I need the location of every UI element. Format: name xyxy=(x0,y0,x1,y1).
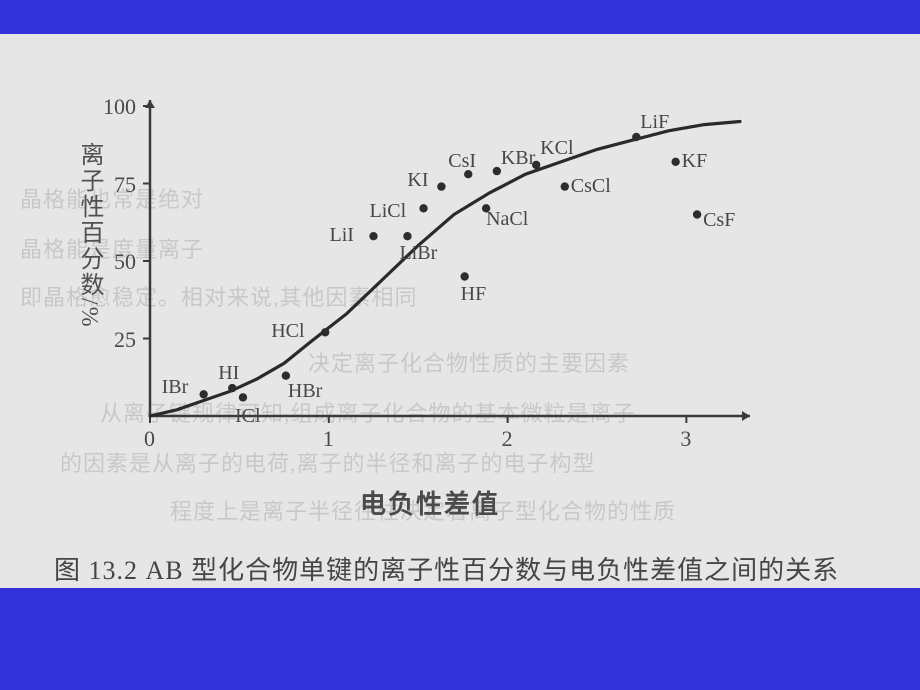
point-label: KBr xyxy=(501,147,535,170)
slide-root: 晶格能也常是绝对晶格能是度量离子即晶格愈稳定。相对来说,其他因素相同决定离子化合… xyxy=(0,0,920,690)
point-label: KF xyxy=(682,150,708,173)
x-tick-label: 3 xyxy=(680,426,691,452)
x-tick-label: 2 xyxy=(502,426,513,452)
point-label: LiBr xyxy=(399,242,437,265)
x-axis-title: 电负性差值 xyxy=(360,484,500,521)
x-tick-label: 1 xyxy=(323,426,334,452)
point-label: CsI xyxy=(448,150,476,173)
point-label: NaCl xyxy=(486,208,528,231)
point-label: KCl xyxy=(540,137,573,160)
point-label: IBr xyxy=(162,376,189,399)
point-label: LiCl xyxy=(370,200,407,223)
figure-panel: 晶格能也常是绝对晶格能是度量离子即晶格愈稳定。相对来说,其他因素相同决定离子化合… xyxy=(0,34,920,588)
point-label: LiF xyxy=(640,111,669,134)
y-tick-label: 100 xyxy=(103,94,136,120)
x-tick-label: 0 xyxy=(144,426,155,452)
point-label: HCl xyxy=(271,320,304,343)
point-label: KI xyxy=(407,169,428,192)
y-tick-label: 75 xyxy=(114,172,136,198)
point-label: ICl xyxy=(235,405,261,428)
point-label: HBr xyxy=(288,380,322,403)
y-axis-title: 离子性百分数/% xyxy=(72,142,107,329)
y-tick-label: 50 xyxy=(114,249,136,275)
point-label: HI xyxy=(218,362,239,385)
y-tick-label: 25 xyxy=(114,327,136,353)
point-label: CsCl xyxy=(571,175,611,198)
point-label: HF xyxy=(461,283,487,306)
point-label: LiI xyxy=(329,224,353,247)
figure-caption: 图 13.2 AB 型化合物单键的离子性百分数与电负性差值之间的关系 xyxy=(54,550,839,587)
point-label: CsF xyxy=(703,209,735,232)
